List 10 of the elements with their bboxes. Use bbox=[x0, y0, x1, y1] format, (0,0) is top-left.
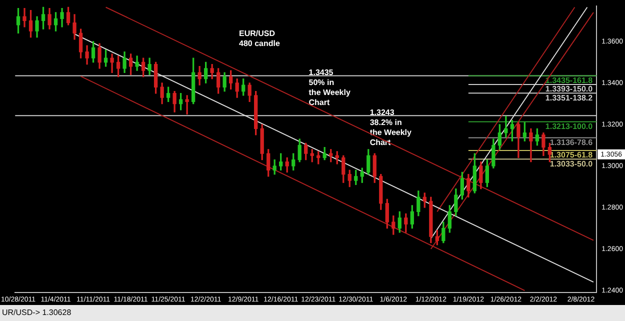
ref-line-label: 1.3351-138.2 bbox=[545, 93, 594, 102]
ref-line-label: 1.3033-50.0 bbox=[550, 159, 594, 168]
ref-line-label: 1.3136-78.6 bbox=[550, 138, 594, 147]
ref-line-label: 1.3393-150.0 bbox=[545, 84, 594, 94]
ref-line-label: 1.3075-61.8 bbox=[550, 150, 594, 160]
ref-line-label: 1.3243 38.2% in the Weekly Chart bbox=[370, 108, 412, 147]
text: UR/USD-> 1.30628 bbox=[0, 305, 625, 321]
ref-line-label: 1.3435 50% in the Weekly Chart bbox=[308, 68, 351, 107]
annotation: EUR/USD 480 candle bbox=[238, 29, 280, 48]
ref-line-label: 1.3213-100.0 bbox=[545, 122, 594, 131]
